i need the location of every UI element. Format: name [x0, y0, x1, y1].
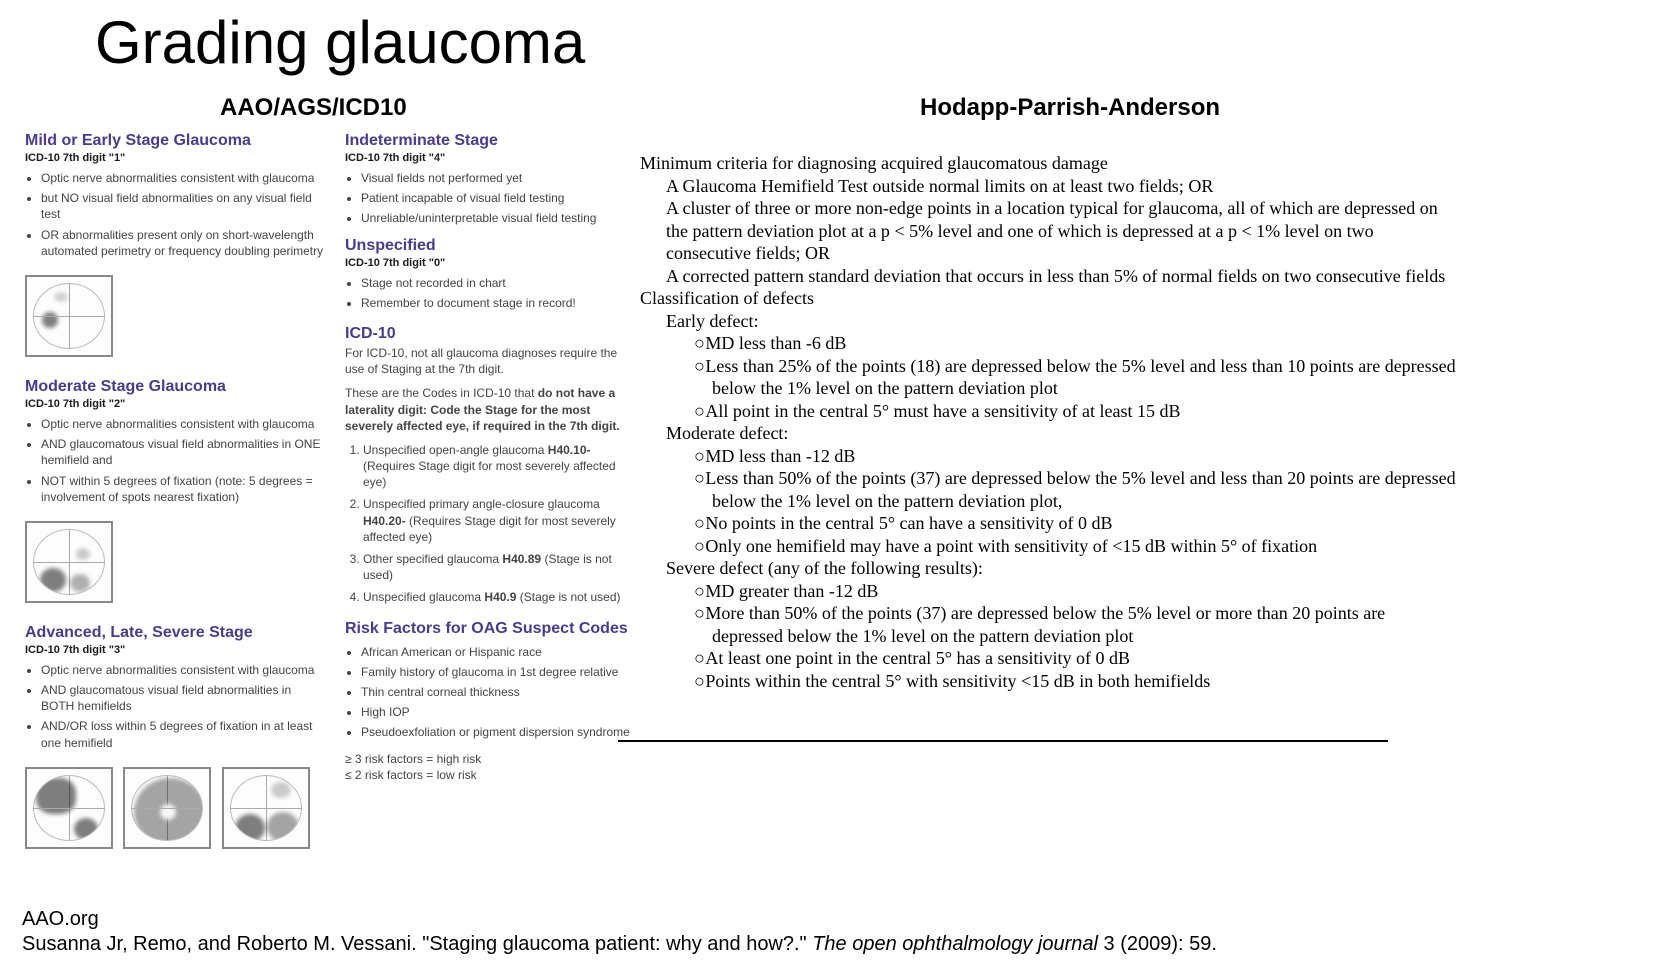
vf-thumb-adv-1 — [25, 767, 113, 849]
moderate-heading: Moderate Stage Glaucoma — [25, 378, 325, 396]
indet-icd: ICD-10 7th digit "4" — [345, 152, 630, 164]
icd10-c4: Unspecified glaucoma H40.9 (Stage is not… — [363, 589, 630, 605]
hpa-s4: Points within the central 5° with sensit… — [658, 670, 1460, 693]
footer-src1: AAO.org — [22, 908, 1217, 931]
indet-b2: Patient incapable of visual field testin… — [361, 190, 630, 206]
hpa-s3: At least one point in the central 5° has… — [658, 647, 1460, 670]
divider-line — [618, 740, 1388, 742]
indet-criteria: Visual fields not performed yet Patient … — [345, 170, 630, 227]
unspec-heading: Unspecified — [345, 237, 630, 255]
mild-criteria: Optic nerve abnormalities consistent wit… — [25, 170, 325, 259]
hpa-min3: A corrected pattern standard deviation t… — [640, 265, 1460, 288]
icd10-codes: Unspecified open-angle glaucoma H40.10- … — [345, 442, 630, 606]
mild-heading: Mild or Early Stage Glaucoma — [25, 132, 325, 150]
mild-b3: OR abnormalities present only on short-w… — [41, 227, 325, 259]
hpa-m3: No points in the central 5° can have a s… — [658, 512, 1460, 535]
advanced-heading: Advanced, Late, Severe Stage — [25, 624, 325, 642]
indet-b1: Visual fields not performed yet — [361, 170, 630, 186]
icd10-c3: Other specified glaucoma H40.89 (Stage i… — [363, 551, 630, 583]
left-panel: Mild or Early Stage Glaucoma ICD-10 7th … — [25, 132, 325, 870]
hpa-min2: A cluster of three or more non-edge poin… — [640, 197, 1460, 265]
moderate-b1: Optic nerve abnormalities consistent wit… — [41, 416, 325, 432]
risk-b1: African American or Hispanic race — [361, 644, 630, 660]
risk-tail: ≥ 3 risk factors = high risk ≤ 2 risk fa… — [345, 751, 630, 783]
advanced-b2: AND glaucomatous visual field abnormalit… — [41, 682, 325, 714]
unspec-icd: ICD-10 7th digit "0" — [345, 257, 630, 269]
indet-heading: Indeterminate Stage — [345, 132, 630, 150]
mild-icd: ICD-10 7th digit "1" — [25, 152, 325, 164]
moderate-b3: NOT within 5 degrees of fixation (note: … — [41, 473, 325, 505]
page-title: Grading glaucoma — [95, 8, 585, 77]
mild-b1: Optic nerve abnormalities consistent wit… — [41, 170, 325, 186]
hpa-m1: MD less than -12 dB — [658, 445, 1460, 468]
left-column-header: AAO/AGS/ICD10 — [220, 94, 407, 122]
advanced-criteria: Optic nerve abnormalities consistent wit… — [25, 662, 325, 751]
icd10-note2: These are the Codes in ICD-10 that do no… — [345, 385, 630, 434]
hpa-s2: More than 50% of the points (37) are dep… — [658, 602, 1460, 647]
hpa-min1: A Glaucoma Hemifield Test outside normal… — [640, 175, 1460, 198]
hpa-e1: MD less than -6 dB — [658, 332, 1460, 355]
hpa-m2: Less than 50% of the points (37) are dep… — [658, 467, 1460, 512]
hpa-min-header: Minimum criteria for diagnosing acquired… — [640, 152, 1460, 175]
moderate-icd: ICD-10 7th digit "2" — [25, 398, 325, 410]
hpa-class-header: Classification of defects — [640, 287, 1460, 310]
right-column-header: Hodapp-Parrish-Anderson — [920, 94, 1220, 122]
moderate-b2: AND glaucomatous visual field abnormalit… — [41, 436, 325, 468]
hpa-mod-header: Moderate defect: — [640, 422, 1460, 445]
indet-b3: Unreliable/uninterpretable visual field … — [361, 210, 630, 226]
unspec-b1: Stage not recorded in chart — [361, 275, 630, 291]
hpa-sev-header: Severe defect (any of the following resu… — [640, 557, 1460, 580]
risk-criteria: African American or Hispanic race Family… — [345, 644, 630, 741]
icd10-c2: Unspecified primary angle-closure glauco… — [363, 496, 630, 545]
vf-thumb-adv-3 — [222, 767, 310, 849]
mid-panel: Indeterminate Stage ICD-10 7th digit "4"… — [345, 132, 630, 783]
footer-src2: Susanna Jr, Remo, and Roberto M. Vessani… — [22, 933, 1217, 955]
footer: AAO.org Susanna Jr, Remo, and Roberto M.… — [22, 908, 1217, 956]
unspec-b2: Remember to document stage in record! — [361, 295, 630, 311]
hpa-m4: Only one hemifield may have a point with… — [658, 535, 1460, 558]
icd10-c1: Unspecified open-angle glaucoma H40.10- … — [363, 442, 630, 491]
mild-b2: but NO visual field abnormalities on any… — [41, 190, 325, 222]
hpa-e3: All point in the central 5° must have a … — [658, 400, 1460, 423]
risk-b4: High IOP — [361, 704, 630, 720]
risk-b2: Family history of glaucoma in 1st degree… — [361, 664, 630, 680]
moderate-criteria: Optic nerve abnormalities consistent wit… — [25, 416, 325, 505]
vf-thumb-advanced-row — [25, 761, 325, 870]
vf-thumb-adv-2 — [123, 767, 211, 849]
unspec-criteria: Stage not recorded in chart Remember to … — [345, 275, 630, 311]
vf-thumb-mild — [25, 275, 113, 357]
advanced-icd: ICD-10 7th digit "3" — [25, 644, 325, 656]
hpa-panel: Minimum criteria for diagnosing acquired… — [640, 152, 1460, 692]
icd10-note1: For ICD-10, not all glaucoma diagnoses r… — [345, 345, 630, 377]
hpa-e2: Less than 25% of the points (18) are dep… — [658, 355, 1460, 400]
advanced-b3: AND/OR loss within 5 degrees of fixation… — [41, 718, 325, 750]
risk-b3: Thin central corneal thickness — [361, 684, 630, 700]
risk-heading: Risk Factors for OAG Suspect Codes — [345, 620, 630, 638]
hpa-early-header: Early defect: — [640, 310, 1460, 333]
vf-thumb-moderate — [25, 521, 113, 603]
advanced-b1: Optic nerve abnormalities consistent wit… — [41, 662, 325, 678]
hpa-s1: MD greater than -12 dB — [658, 580, 1460, 603]
icd10-heading: ICD-10 — [345, 325, 630, 343]
risk-b5: Pseudoexfoliation or pigment dispersion … — [361, 724, 630, 740]
